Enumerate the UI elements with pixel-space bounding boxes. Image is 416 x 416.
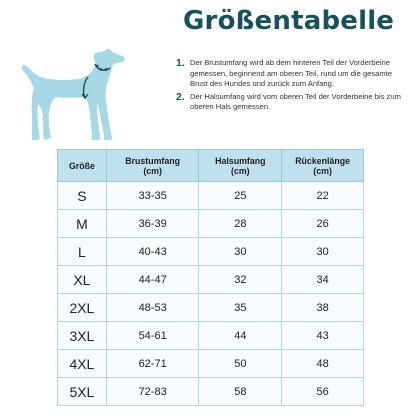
header-neck: Halsumfang (cm) bbox=[198, 149, 283, 182]
header-back-unit: (cm) bbox=[313, 165, 332, 176]
cell-size: 2XL bbox=[57, 293, 107, 322]
header-neck-unit: (cm) bbox=[231, 165, 250, 176]
cell-chest: 44-47 bbox=[105, 265, 200, 294]
dog-silhouette-icon bbox=[21, 48, 125, 140]
cell-chest: 72-83 bbox=[105, 377, 200, 406]
cell-size: 5XL bbox=[57, 377, 107, 406]
instruction-number: 2. bbox=[176, 90, 185, 103]
dog-body bbox=[21, 48, 125, 140]
cell-back: 22 bbox=[281, 181, 364, 210]
header-neck-label: Halsumfang bbox=[215, 155, 266, 166]
header-chest: Brustumfang (cm) bbox=[105, 149, 200, 182]
cell-neck: 25 bbox=[198, 181, 283, 210]
table-row: L 40-43 30 30 bbox=[57, 237, 364, 266]
cell-neck: 58 bbox=[198, 377, 283, 406]
size-table: Größe Brustumfang (cm) Halsumfang (cm) Rüc… bbox=[57, 149, 364, 406]
instruction-item: 1. Der Brustumfang wird ab dem hinteren … bbox=[176, 58, 410, 90]
table-row: 4XL 62-71 50 48 bbox=[57, 349, 364, 378]
cell-back: 43 bbox=[281, 321, 364, 350]
cell-neck: 30 bbox=[198, 237, 283, 266]
header-back-label: Rückenlänge bbox=[295, 155, 350, 166]
cell-chest: 54-61 bbox=[105, 321, 200, 350]
header-back: Rückenlänge (cm) bbox=[281, 149, 364, 182]
cell-size: XL bbox=[57, 265, 107, 294]
instruction-item: 2. Der Halsumfang wird vom oberen Teil d… bbox=[176, 90, 410, 113]
table-header-row: Größe Brustumfang (cm) Halsumfang (cm) Rüc… bbox=[57, 149, 364, 182]
instruction-number: 1. bbox=[176, 57, 185, 69]
cell-size: 3XL bbox=[57, 321, 107, 350]
table-row: 2XL 48-53 35 38 bbox=[57, 293, 364, 322]
instruction-text: Der Brustumfang wird ab dem hinteren Tei… bbox=[190, 58, 393, 89]
cell-size: 4XL bbox=[57, 349, 107, 378]
cell-neck: 44 bbox=[198, 321, 283, 350]
cell-chest: 62-71 bbox=[105, 349, 200, 378]
cell-back: 30 bbox=[281, 237, 364, 266]
page-title: Größentabelle bbox=[183, 6, 395, 36]
cell-size: M bbox=[57, 209, 107, 238]
header-size-label: Größe bbox=[68, 160, 95, 171]
chest-measure-icon bbox=[82, 76, 89, 99]
cell-back: 48 bbox=[281, 349, 364, 378]
header-chest-label: Brustumfang bbox=[125, 155, 180, 166]
cell-back: 34 bbox=[281, 265, 364, 294]
cell-chest: 33-35 bbox=[105, 181, 200, 210]
instruction-text: Der Halsumfang wird vom oberen Teil der … bbox=[190, 91, 401, 112]
cell-back: 26 bbox=[281, 209, 364, 238]
table-row: XL 44-47 32 34 bbox=[57, 265, 364, 294]
table-row: S 33-35 25 22 bbox=[57, 181, 364, 210]
cell-neck: 28 bbox=[198, 209, 283, 238]
cell-neck: 50 bbox=[198, 349, 283, 378]
table-row: 5XL 72-83 58 56 bbox=[57, 377, 364, 406]
cell-back: 38 bbox=[281, 293, 364, 322]
cell-back: 56 bbox=[281, 377, 364, 406]
table-row: M 36-39 28 26 bbox=[57, 209, 364, 238]
cell-size: S bbox=[57, 181, 107, 210]
cell-size: L bbox=[57, 237, 107, 266]
cell-chest: 48-53 bbox=[105, 293, 200, 322]
cell-neck: 35 bbox=[198, 293, 283, 322]
header-chest-unit: (cm) bbox=[143, 165, 162, 176]
cell-chest: 36-39 bbox=[105, 209, 200, 238]
measurement-instructions: 1. Der Brustumfang wird ab dem hinteren … bbox=[176, 58, 410, 115]
cell-chest: 40-43 bbox=[105, 237, 200, 266]
header-size: Größe bbox=[57, 149, 107, 182]
cell-neck: 32 bbox=[198, 265, 283, 294]
table-row: 3XL 54-61 44 43 bbox=[57, 321, 364, 350]
